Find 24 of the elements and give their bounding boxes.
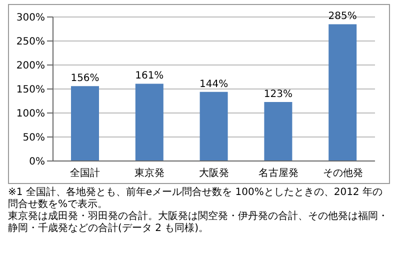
data-label: 156% — [70, 73, 100, 84]
text: ※1 全国計、各地発とも、前年eメール問合せ数を 100%としたときの、2012 年の問合せ数を%で表示。 — [8, 187, 384, 210]
bar — [328, 24, 357, 161]
y-tick-label: 0% — [29, 156, 45, 168]
x-tick-label: 大阪発 — [199, 167, 229, 180]
text: 東京発は成田発・羽田発の合計。大阪発は関空発・伊丹発の合計、その他発は福岡・静岡・千歳発などの合計(データ 2 も同様)。 — [8, 211, 389, 235]
x-tick-label: その他発 — [322, 167, 363, 180]
bar — [264, 102, 292, 161]
y-tick-label: 100% — [16, 108, 45, 120]
x-tick-label: 全国計 — [70, 167, 100, 180]
y-tick-label: 300% — [16, 12, 45, 24]
bar — [135, 84, 164, 161]
data-label: 144% — [200, 78, 228, 90]
data-label: 285% — [328, 11, 357, 22]
x-tick-label: 東京発 — [134, 167, 165, 180]
bar — [200, 92, 228, 161]
y-tick-label: 150% — [16, 84, 45, 96]
y-tick-label: 50% — [22, 132, 45, 144]
y-tick-label: 250% — [16, 36, 45, 48]
bar — [71, 86, 99, 161]
data-label: 123% — [264, 88, 292, 100]
x-tick-label: 名古屋発 — [258, 167, 298, 180]
data-label: 161% — [135, 70, 164, 82]
y-tick-label: 200% — [16, 60, 45, 72]
